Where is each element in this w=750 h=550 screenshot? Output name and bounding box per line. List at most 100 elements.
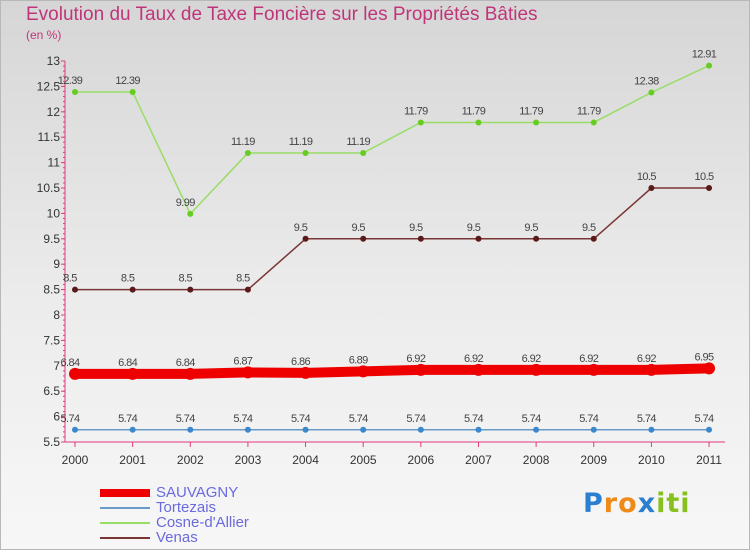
y-tick-label: 7.5 [43, 333, 60, 347]
y-tick-label: 9 [53, 257, 60, 271]
data-point-tortezais [72, 426, 78, 433]
logo-letter: o [618, 488, 638, 519]
series-venas: 8.5 8.5 8.5 8.5 9.5 9.5 9.5 9.5 9.5 9.5 10.5 10.5 [63, 171, 715, 293]
legend-label: Cosne-d'Allier [156, 514, 249, 531]
data-point-venas [302, 235, 309, 242]
data-label-tortezais: 5.74 [406, 413, 425, 425]
data-point-tortezais [475, 426, 482, 433]
data-point-cosne-d-allier [72, 88, 78, 95]
data-label-tortezais: 5.74 [695, 413, 714, 425]
data-label-sauvagny: 6.86 [291, 356, 310, 368]
series-tortezais: 5.74 5.74 5.74 5.74 5.74 5.74 5.74 5.74 5.74 5.74… [60, 413, 715, 433]
data-label-venas: 9.5 [467, 222, 481, 234]
legend-item-tortezais: Tortezais [100, 499, 360, 516]
data-label-venas: 9.5 [409, 222, 423, 234]
y-tick-label: 11.5 [38, 130, 61, 144]
data-point-sauvagny [472, 363, 485, 376]
data-label-sauvagny: 6.87 [233, 355, 252, 367]
x-tick-label: 2007 [465, 453, 492, 467]
legend-item-cosne-d-allier: Cosne-d'Allier [100, 514, 360, 531]
data-label-venas: 9.5 [294, 222, 308, 234]
data-label-venas: 8.5 [179, 273, 193, 285]
data-point-venas [590, 235, 597, 242]
y-tick-label: 8.5 [43, 283, 60, 297]
data-label-venas: 9.5 [351, 222, 365, 234]
data-point-tortezais [244, 426, 251, 433]
data-point-venas [360, 235, 367, 242]
y-tick-label: 10 [47, 206, 61, 220]
y-tick-label: 8 [53, 308, 60, 322]
data-label-tortezais: 5.74 [118, 413, 137, 425]
data-point-cosne-d-allier [475, 119, 482, 126]
data-label-tortezais: 5.74 [60, 413, 79, 425]
x-tick-label: 2005 [350, 453, 377, 467]
data-point-cosne-d-allier [417, 119, 424, 126]
legend-item-sauvagny: SAUVAGNY [100, 484, 360, 501]
legend-label: Venas [156, 529, 198, 546]
legend-label: SAUVAGNY [156, 484, 239, 501]
data-label-venas: 8.5 [236, 273, 250, 285]
data-label-cosne-d-allier: 11.79 [577, 105, 601, 117]
legend-swatch [100, 507, 150, 509]
data-label-cosne-d-allier: 11.19 [289, 136, 313, 148]
data-point-cosne-d-allier [302, 149, 309, 156]
data-point-sauvagny [645, 363, 658, 376]
data-label-sauvagny: 6.84 [118, 357, 137, 369]
data-point-sauvagny [299, 366, 312, 379]
legend-label: Tortezais [156, 499, 217, 516]
data-label-cosne-d-allier: 11.19 [231, 136, 255, 148]
x-tick-label: 2010 [638, 453, 665, 467]
data-point-sauvagny [357, 365, 370, 378]
data-label-tortezais: 5.74 [464, 413, 483, 425]
data-label-sauvagny: 6.89 [349, 354, 368, 366]
series-sauvagny: 6.84 6.84 6.84 6.87 6.86 6.89 6.92 6.92 6.92 6.92… [60, 351, 716, 380]
data-label-tortezais: 5.74 [637, 413, 656, 425]
data-point-tortezais [648, 426, 655, 433]
data-label-venas: 8.5 [63, 273, 77, 285]
data-label-tortezais: 5.74 [176, 413, 195, 425]
logo-letter: r [603, 488, 619, 519]
data-label-cosne-d-allier: 11.19 [346, 136, 370, 148]
y-tick-label: 10.5 [37, 181, 61, 195]
data-point-tortezais [417, 426, 424, 433]
data-label-cosne-d-allier: 9.99 [176, 197, 195, 209]
data-label-venas: 9.5 [524, 222, 538, 234]
data-point-venas [706, 185, 713, 191]
x-tick-label: 2000 [62, 453, 89, 467]
data-label-venas: 8.5 [121, 273, 135, 285]
data-label-sauvagny: 6.92 [464, 353, 483, 365]
y-axis-unit-label: (en %) [26, 28, 62, 42]
data-label-tortezais: 5.74 [291, 413, 310, 425]
series-layer: 5.74 5.74 5.74 5.74 5.74 5.74 5.74 5.74 5.74 5.74… [58, 49, 717, 433]
data-point-cosne-d-allier [590, 119, 597, 126]
data-label-sauvagny: 6.92 [579, 353, 598, 365]
data-point-cosne-d-allier [244, 149, 251, 156]
data-label-cosne-d-allier: 11.79 [519, 105, 543, 117]
series-line-sauvagny [70, 363, 715, 379]
data-label-venas: 9.5 [582, 222, 596, 234]
data-point-tortezais [360, 426, 367, 433]
y-tick-label: 13 [47, 54, 61, 68]
data-point-tortezais [533, 426, 540, 433]
chart-title: Evolution du Taux de Taxe Foncière sur l… [26, 4, 538, 25]
series-cosne-d-allier: 12.39 12.39 9.99 11.19 11.19 11.19 11.79 11.79 1… [58, 49, 717, 217]
x-tick-label: 2006 [407, 453, 434, 467]
data-label-tortezais: 5.74 [233, 413, 252, 425]
data-label-cosne-d-allier: 12.39 [58, 75, 83, 87]
data-point-venas [475, 235, 482, 242]
x-tick-label: 2009 [580, 453, 607, 467]
y-tick-label: 11 [48, 156, 61, 170]
y-tick-label: 9.5 [43, 232, 60, 246]
data-point-sauvagny [414, 363, 427, 376]
data-label-sauvagny: 6.84 [176, 357, 195, 369]
data-point-sauvagny [69, 367, 81, 380]
x-tick-label: 2004 [292, 453, 319, 467]
data-point-sauvagny [530, 363, 543, 376]
data-point-venas [129, 286, 136, 293]
data-point-venas [187, 286, 194, 293]
logo-letter: t [666, 488, 681, 519]
legend-swatch [100, 537, 150, 539]
logo-letter: i [680, 488, 691, 519]
series-line-venas [74, 187, 710, 291]
data-label-tortezais: 5.74 [522, 413, 541, 425]
